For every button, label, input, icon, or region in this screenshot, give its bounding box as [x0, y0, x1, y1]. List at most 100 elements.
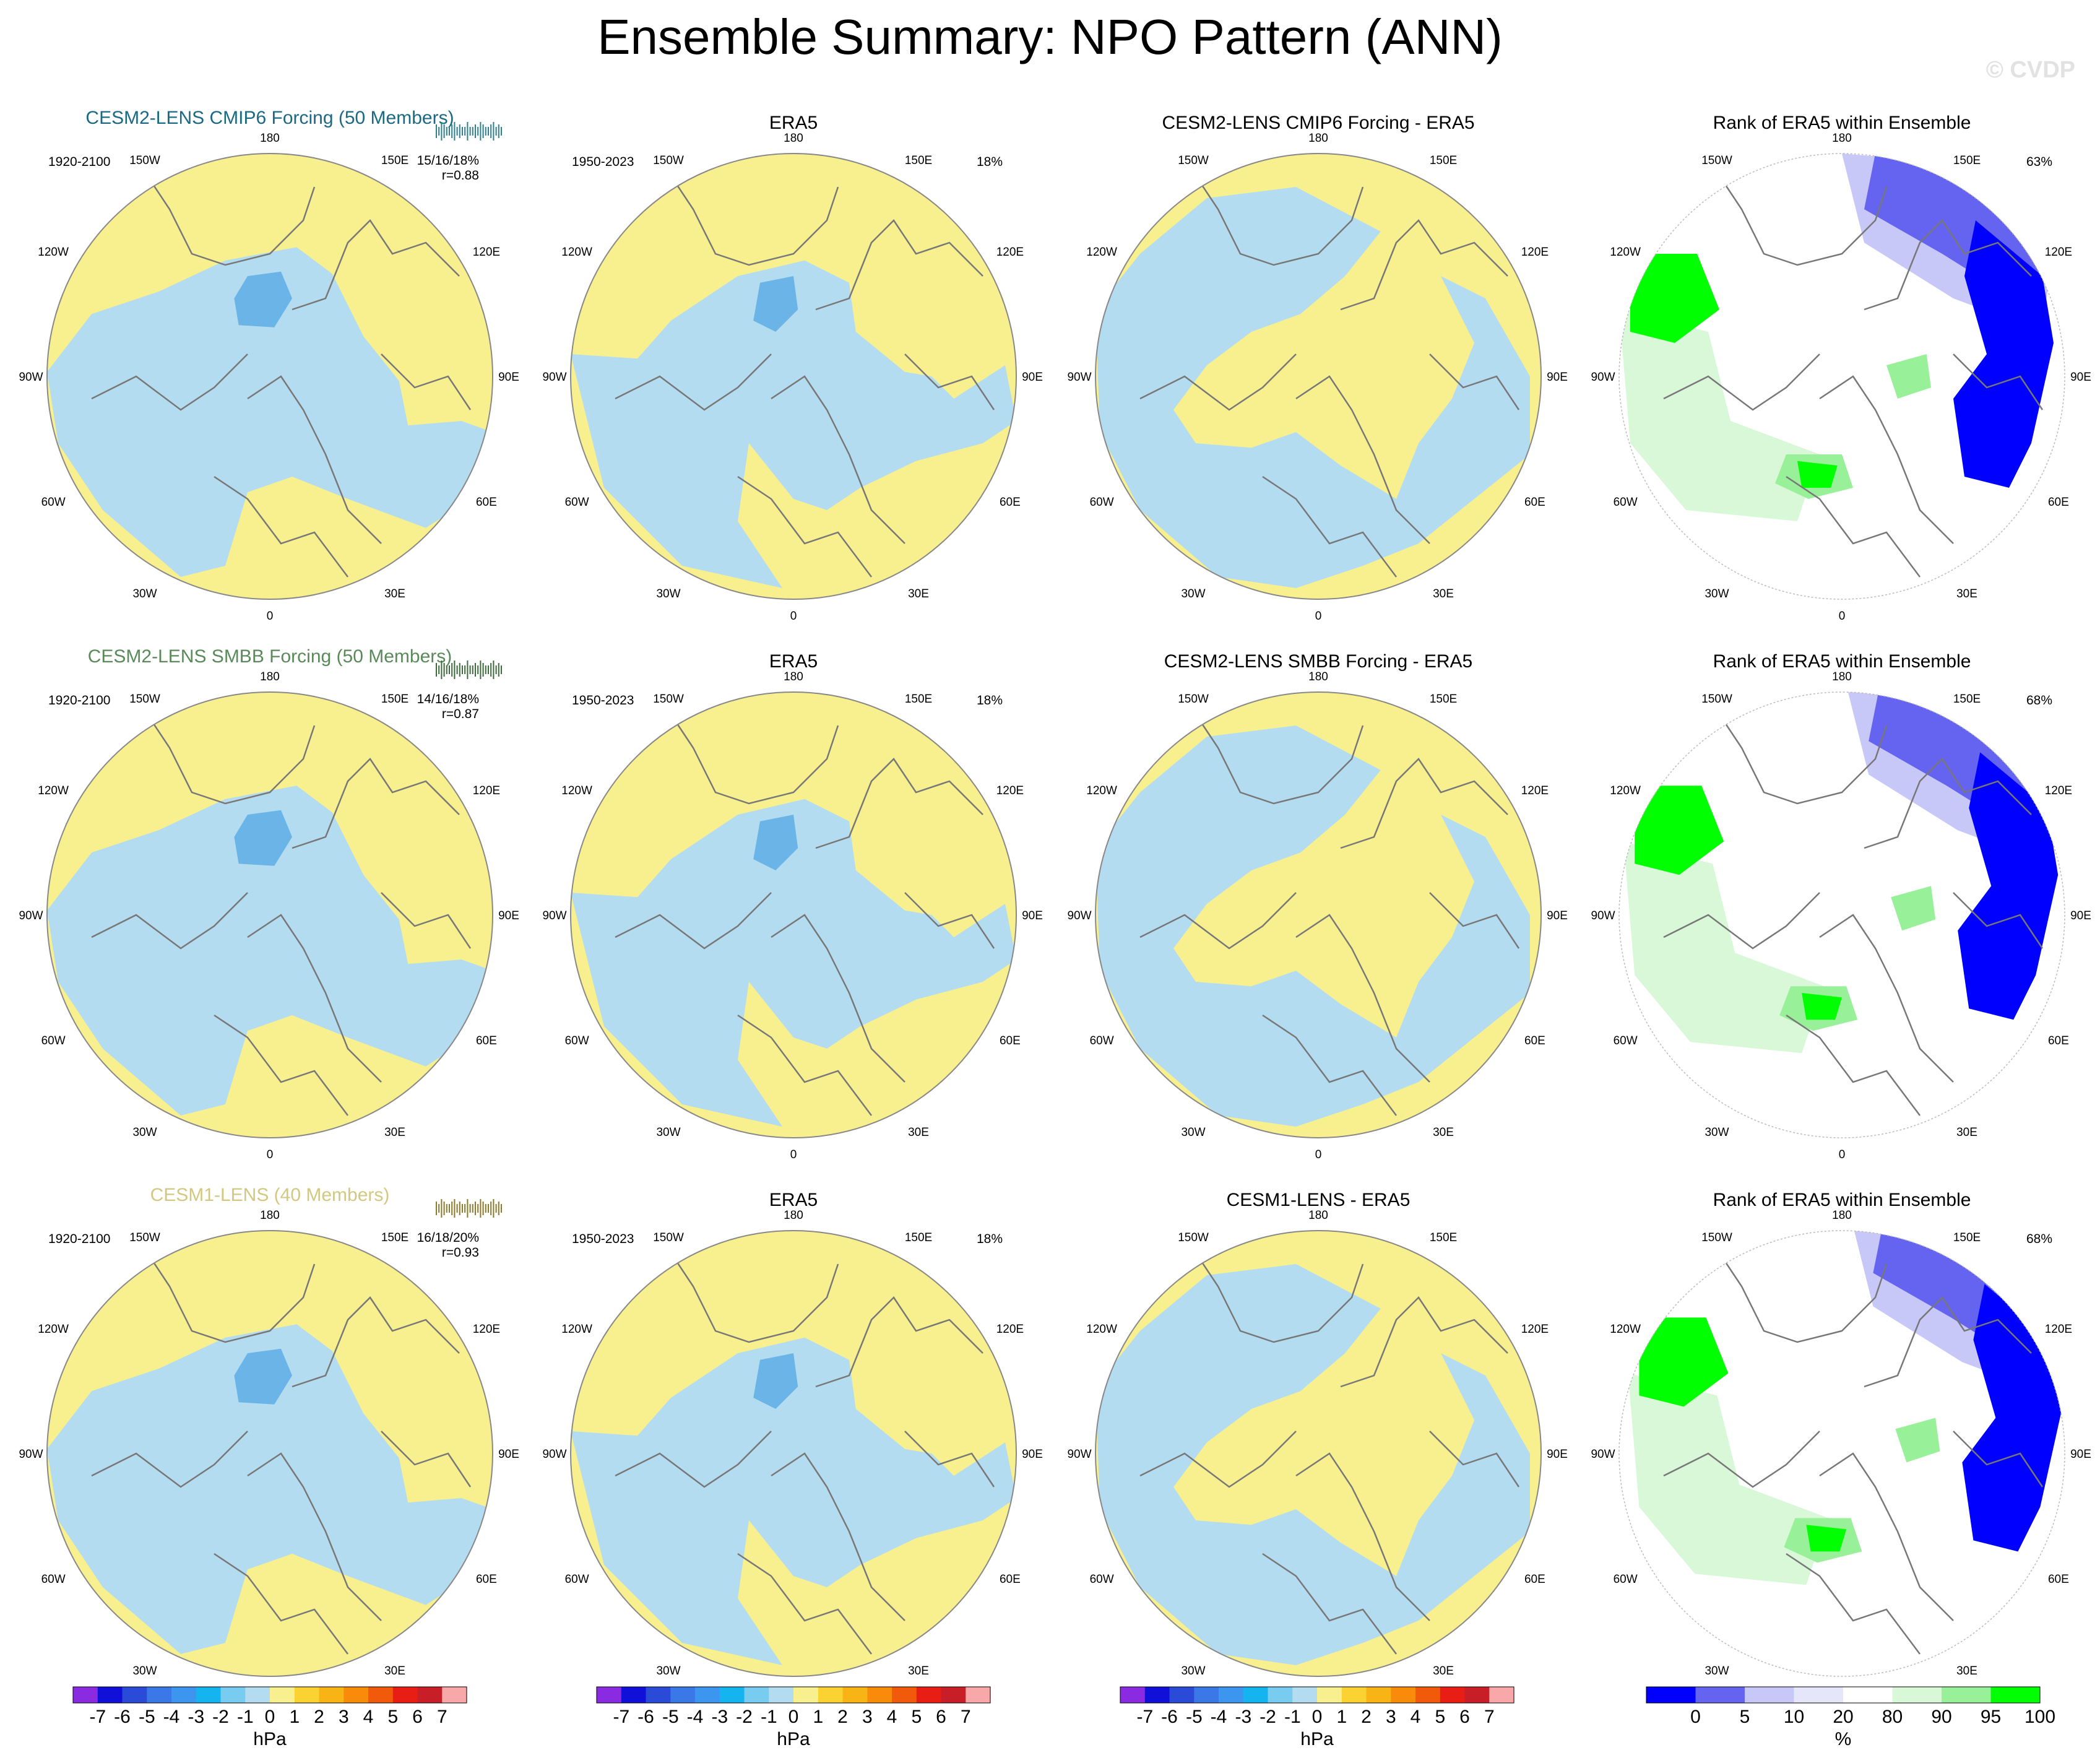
member-tick [480, 122, 482, 141]
longitude-label: 60W [565, 496, 589, 509]
colorbar-swatch [966, 1687, 991, 1703]
coastline [1429, 1431, 1520, 1488]
colorbar-swatch [122, 1687, 147, 1703]
longitude-label: 150W [1701, 154, 1732, 167]
model-title: CESM2-LENS SMBB Forcing (50 Members) [88, 646, 452, 667]
member-tick [475, 1202, 476, 1215]
longitude-label: 180 [260, 670, 280, 683]
coastline [815, 758, 983, 849]
longitude-label: 60E [1524, 496, 1545, 509]
rank-region [1891, 886, 1936, 931]
colorbar-swatch [916, 1687, 942, 1703]
colorbar-swatch [1464, 1687, 1490, 1703]
coastline [1195, 1252, 1364, 1343]
member-tick [451, 1202, 453, 1215]
map-field [47, 154, 493, 599]
colorbar-swatch [1391, 1687, 1416, 1703]
longitude-label: 30W [1181, 587, 1205, 600]
rank-region [1797, 461, 1838, 488]
colorbar-swatch [368, 1687, 394, 1703]
coastline [292, 758, 460, 849]
colorbar-tick-label: -4 [1211, 1707, 1227, 1727]
coastline [1663, 892, 1820, 950]
coastline [292, 219, 460, 311]
coastline [146, 1252, 316, 1343]
longitude-label: 120E [2045, 246, 2072, 259]
colorbar-swatch [1843, 1687, 1893, 1703]
obs-years: 1950-2023 [572, 693, 634, 708]
member-tick [485, 127, 486, 136]
member-tick [441, 661, 443, 679]
colorbar-tick-label: 1 [289, 1707, 300, 1727]
longitude-label: 150E [381, 1231, 408, 1244]
negative-anomaly [47, 786, 493, 1115]
longitude-label: 150E [1430, 154, 1457, 167]
coastline [247, 1452, 382, 1621]
colorbar-swatch [171, 1687, 197, 1703]
map-field [47, 692, 493, 1138]
longitude-label: 150E [381, 693, 408, 706]
longitude-label: 120W [38, 1323, 69, 1336]
colorbar-swatch [319, 1687, 344, 1703]
colorbar-tick-label: 1 [1336, 1707, 1347, 1727]
longitude-label: 150W [129, 154, 160, 167]
longitude-label: 120E [996, 1323, 1024, 1336]
model-years: 1920-2100 [48, 693, 110, 708]
longitude-label: 90E [1547, 371, 1568, 384]
colorbar-swatch [1489, 1687, 1515, 1703]
longitude-label: 60W [41, 1573, 66, 1586]
longitude-label: 120W [1086, 1323, 1117, 1336]
longitude-label: 30E [1433, 1665, 1454, 1678]
colorbar-swatch [1366, 1687, 1391, 1703]
colorbar-swatch [769, 1687, 794, 1703]
negative-anomaly [1095, 187, 1530, 588]
member-tick [446, 665, 447, 674]
longitude-label: 90W [542, 1448, 566, 1461]
colorbar-tick-label: -1 [761, 1707, 777, 1727]
coastline [815, 1296, 983, 1388]
colorbar-swatch [1440, 1687, 1466, 1703]
rank-region [1886, 354, 1931, 399]
rank-region [1623, 841, 1825, 1054]
map-border [46, 1230, 493, 1677]
longitude-label: 60E [1524, 1034, 1545, 1047]
colorbar-swatch [670, 1687, 696, 1703]
obs-years: 1950-2023 [572, 1232, 634, 1246]
coastline [1786, 1014, 1921, 1116]
colorbar-tick-label: 20 [1833, 1707, 1853, 1727]
colorbar-swatch [1144, 1687, 1170, 1703]
colorbar-swatch [1646, 1687, 1696, 1703]
longitude-label: 150W [129, 693, 160, 706]
model-correlation: r=0.93 [442, 1245, 479, 1260]
member-tick [454, 1199, 456, 1218]
colorbar-tick-label: -2 [1260, 1707, 1276, 1727]
member-distribution [436, 1199, 502, 1218]
coastline [1139, 892, 1297, 950]
longitude-label: 60E [1000, 496, 1021, 509]
negative-anomaly [47, 1324, 493, 1654]
longitude-label: 30E [384, 1665, 405, 1678]
longitude-label: 120W [38, 246, 69, 259]
member-distribution [436, 122, 502, 141]
coastline [146, 175, 316, 266]
coastline [1262, 1553, 1397, 1655]
hpa-colorbar-difference: -7 -6 -5 -4 -3 -2 -1 0 1 2 3 4 5 6 7 hPa [1120, 1686, 1515, 1749]
colorbar-swatch [1942, 1687, 1991, 1703]
colorbar-unit-label: hPa [1300, 1729, 1334, 1749]
map-field [571, 1231, 1016, 1676]
longitude-label: 120W [1086, 246, 1117, 259]
member-tick [467, 1199, 469, 1218]
colorbar-swatch [97, 1687, 123, 1703]
member-tick [456, 665, 458, 674]
member-tick [493, 661, 495, 679]
coastline [904, 892, 995, 949]
longitude-label: 90E [2070, 1448, 2091, 1461]
longitude-label: 90W [19, 371, 43, 384]
colorbar-tick-label: 95 [1981, 1707, 2001, 1727]
longitude-label: 120E [1521, 784, 1549, 797]
longitude-label: 180 [1832, 1209, 1852, 1222]
longitude-label: 30W [1181, 1665, 1205, 1678]
colorbar-swatch [245, 1687, 270, 1703]
longitude-label: 90W [1067, 371, 1091, 384]
coastline [1195, 175, 1364, 266]
